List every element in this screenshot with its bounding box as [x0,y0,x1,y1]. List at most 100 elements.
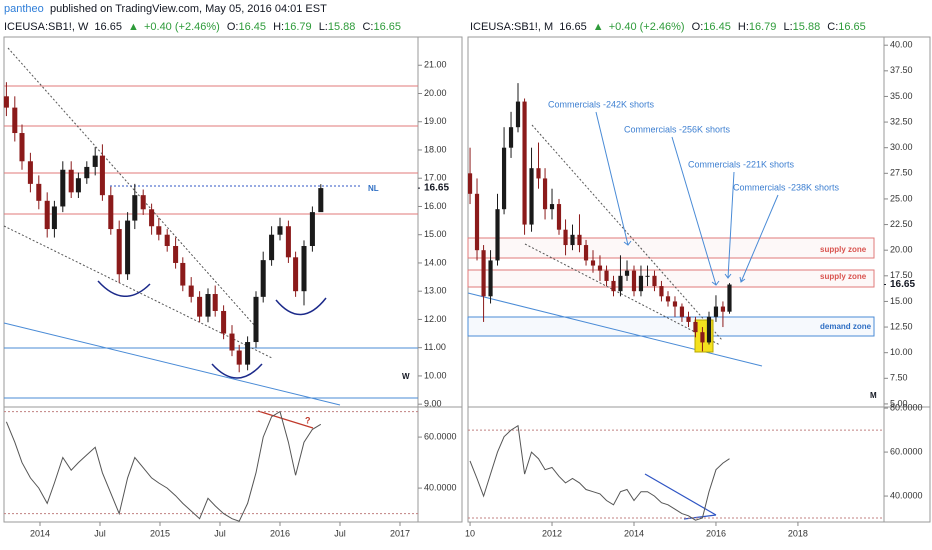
x-tick-label: 10 [465,528,475,538]
arc [211,363,263,379]
y-tick-label: 40.0000 [890,490,923,500]
ohlc-value: 15.88 [328,21,356,33]
symbol: ICEUSA:SB1!, W [4,21,89,33]
x-tick-label: 2018 [788,528,808,538]
up-arrow: ▲ [593,21,604,33]
candle-body [570,234,575,246]
candle-body [495,209,500,261]
last-price-bg [420,182,460,195]
candle-body [92,155,98,167]
trend-line [3,322,341,406]
y-tick-label: 21.00 [424,60,447,70]
candle-body [51,206,57,230]
annotation: demand zone [820,322,872,331]
up-arrow: ▲ [128,21,139,33]
ohlc-label: O: [692,21,704,33]
annotation: W [402,372,410,381]
trend-line [467,292,763,367]
rsi-line [469,424,730,521]
annotation: Commercials -221K shorts [688,159,795,169]
ohlc-label: C: [362,21,373,33]
x-tick-label: 2017 [390,528,410,538]
candle-body [645,275,650,277]
candle-body [631,270,637,292]
y-tick-label: 13.00 [424,286,447,296]
y-tick-label: 37.50 [890,65,913,75]
y-tick-label: 14.00 [424,257,447,267]
ohlc-value: 16.65 [373,21,401,33]
trend-line [524,243,721,346]
y-tick-label: 20.00 [424,88,447,98]
candle-body [659,286,664,297]
y-tick-label: 17.50 [890,270,913,280]
y-tick-label: 10.00 [424,370,447,380]
candle-body [44,200,50,230]
y-tick-label: 9.00 [424,399,442,409]
divergence-line [257,410,314,429]
candle-body [205,294,211,317]
candle-body [700,332,705,343]
annotation: supply zone [820,245,867,254]
arrow [671,136,720,286]
trend-line [644,473,717,516]
candle-body [68,169,74,193]
candle-body [236,350,242,365]
last-price-label: 16.65 [424,183,449,194]
candle-body [618,275,623,292]
trend-line [531,124,723,341]
candle-body [542,178,548,210]
candle-body [556,204,562,230]
candle-body [164,234,170,247]
y-tick-label: 7.50 [890,373,908,383]
candle-body [75,178,81,193]
candle-body [665,296,671,302]
candle-body [720,306,726,312]
y-tick-label: 5.00 [890,398,908,408]
candle-body [679,306,685,317]
arc [275,297,327,316]
y-tick-label: 22.50 [890,219,913,229]
rsi-line [5,410,322,522]
x-tick-label: 2014 [30,528,50,538]
x-tick-label: 2014 [624,528,644,538]
candle-body [590,260,596,266]
author[interactable]: pantheo [4,3,44,15]
x-tick-label: Jul [94,528,106,538]
y-tick-label: 32.50 [890,116,913,126]
ohlc-value: 16.79 [284,21,312,33]
ohlc-label: O: [227,21,239,33]
arrow [724,171,735,279]
supply-zone [467,237,875,259]
candle-body [529,168,534,225]
y-tick-label: 25.00 [890,193,913,203]
candle-body [36,183,42,201]
annotation: NL [368,184,379,193]
ohlc-label: L: [319,21,328,33]
panel-frame [3,36,463,523]
x-tick-label: Jul [214,528,226,538]
candle-body [549,204,555,210]
candle-body [19,133,25,162]
candle-body [173,246,179,263]
candle-body [132,195,138,221]
legend: ICEUSA:SB1!, M 16.65 ▲ +0.40 (+2.46%) O:… [470,21,866,33]
candle-body [501,147,507,210]
last-price-bg [886,278,926,291]
annotation: Commercials -256K shorts [624,124,731,134]
y-tick-label: 15.00 [890,296,913,306]
candle-body [269,234,275,261]
price: 16.65 [559,21,587,33]
candle-body [116,229,122,275]
ohlc-value: 16.65 [838,21,866,33]
candle-body [27,161,33,184]
y-tick-label: 17.00 [424,173,447,183]
candle-body [293,257,299,292]
candle-body [229,333,235,351]
candle-body [60,169,66,207]
arrow [739,194,779,283]
x-tick-label: 2016 [270,528,290,538]
candle-body [672,301,678,307]
candle-body [309,212,315,247]
